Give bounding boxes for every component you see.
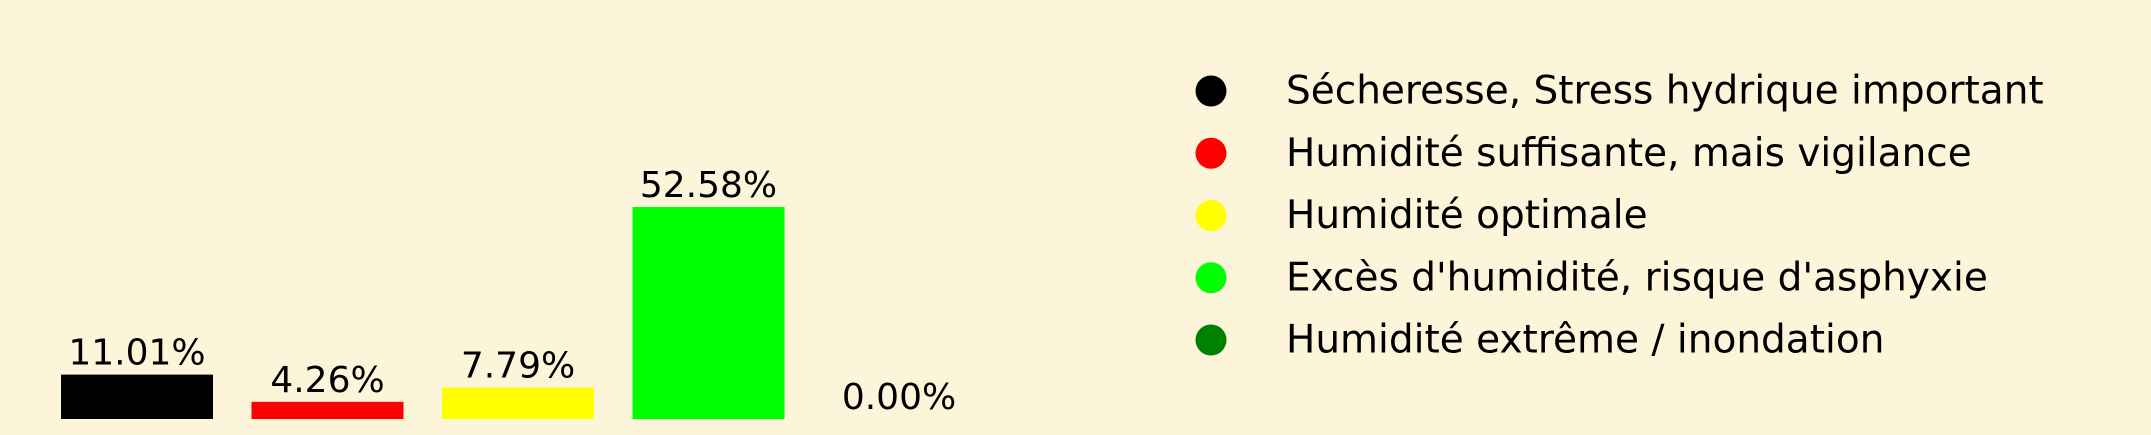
legend-label-3: Humidité optimale bbox=[1286, 193, 1648, 238]
legend-label-1: Sécheresse, Stress hydrique important bbox=[1286, 69, 2044, 114]
bar-value-label-5: 0.00% bbox=[842, 377, 956, 418]
legend-marker-4 bbox=[1195, 262, 1227, 294]
bar-value-label-1: 11.01% bbox=[68, 333, 205, 374]
legend-label-4: Excès d'humidité, risque d'asphyxie bbox=[1286, 255, 1988, 300]
legend-marker-5 bbox=[1195, 324, 1227, 356]
legend-label-5: Humidité extrême / inondation bbox=[1286, 318, 1884, 363]
legend-marker-2 bbox=[1195, 137, 1227, 169]
bar-2 bbox=[251, 401, 404, 419]
bar-value-label-3: 7.79% bbox=[461, 346, 575, 387]
bars bbox=[61, 207, 785, 419]
value-labels: 11.01% 4.26% 7.79% 52.58% 0.00% bbox=[68, 165, 956, 418]
bar-4 bbox=[632, 207, 785, 419]
bar-3 bbox=[442, 387, 594, 419]
bar-value-label-2: 4.26% bbox=[270, 360, 384, 401]
legend: Sécheresse, Stress hydrique important Hum… bbox=[1195, 69, 2044, 363]
legend-marker-1 bbox=[1195, 75, 1227, 107]
legend-marker-3 bbox=[1195, 200, 1227, 231]
bar-1 bbox=[61, 374, 213, 419]
legend-label-2: Humidité suffisante, mais vigilance bbox=[1286, 131, 1972, 176]
bar-value-label-4: 52.58% bbox=[640, 165, 777, 206]
